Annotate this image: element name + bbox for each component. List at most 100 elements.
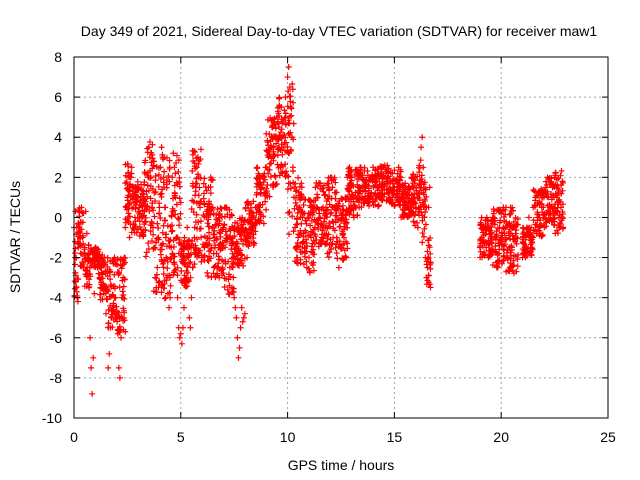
data-point: [140, 232, 147, 239]
data-point: [174, 272, 181, 279]
data-point: [276, 132, 283, 139]
data-point: [130, 204, 137, 211]
data-point: [263, 147, 270, 154]
data-point: [150, 207, 157, 214]
data-point: [193, 164, 200, 171]
data-point: [260, 220, 267, 227]
data-point: [135, 226, 142, 233]
data-point: [286, 231, 293, 238]
data-point: [500, 246, 507, 253]
data-point: [205, 184, 212, 191]
data-point: [171, 189, 178, 196]
data-point: [155, 225, 162, 232]
data-point: [419, 134, 426, 141]
data-point: [192, 184, 199, 191]
data-point: [159, 229, 166, 236]
data-point: [507, 252, 514, 259]
data-point: [544, 193, 551, 200]
data-point: [82, 208, 89, 215]
data-point: [208, 207, 215, 214]
data-point: [294, 209, 301, 216]
data-point: [373, 177, 380, 184]
data-point: [150, 162, 157, 169]
data-point: [194, 171, 201, 178]
data-point: [164, 290, 171, 297]
data-point: [506, 211, 513, 218]
data-point: [287, 185, 294, 192]
data-point: [147, 174, 154, 181]
data-point: [425, 204, 432, 211]
data-point: [171, 259, 178, 266]
data-point: [187, 259, 194, 266]
data-point: [261, 174, 268, 181]
data-point: [387, 178, 394, 185]
data-point: [221, 221, 228, 228]
plot-frame: [73, 56, 609, 419]
x-tick-label: 10: [280, 429, 296, 445]
data-point: [334, 216, 341, 223]
data-point: [292, 245, 299, 252]
data-point: [340, 231, 347, 238]
data-point: [514, 235, 521, 242]
data-point: [139, 190, 146, 197]
data-point: [152, 274, 159, 281]
data-point: [268, 160, 275, 167]
data-point: [500, 213, 507, 220]
data-point: [370, 164, 377, 171]
data-point: [189, 167, 196, 174]
data-point: [258, 184, 265, 191]
data-point: [148, 218, 155, 225]
data-point: [146, 138, 153, 145]
data-point: [308, 217, 315, 224]
data-point: [285, 173, 292, 180]
data-point: [335, 264, 342, 271]
data-point: [256, 173, 263, 180]
data-point: [533, 230, 540, 237]
data-point: [200, 212, 207, 219]
data-point: [207, 174, 214, 181]
data-point: [410, 184, 417, 191]
data-point: [174, 152, 181, 159]
data-point: [95, 246, 102, 253]
data-point: [98, 284, 105, 291]
data-point: [426, 184, 433, 191]
data-point: [264, 137, 271, 144]
data-point: [109, 257, 116, 264]
data-point: [210, 231, 217, 238]
data-point: [286, 113, 293, 120]
data-point: [269, 124, 276, 131]
data-point: [558, 181, 565, 188]
data-point: [79, 234, 86, 241]
data-point: [534, 214, 541, 221]
data-point: [230, 288, 237, 295]
data-point: [298, 230, 305, 237]
data-point: [233, 249, 240, 256]
data-point: [258, 213, 265, 220]
data-point: [198, 258, 205, 265]
data-point: [76, 224, 83, 231]
data-point: [206, 253, 213, 260]
data-point: [282, 134, 289, 141]
data-point: [288, 134, 295, 141]
data-point: [555, 175, 562, 182]
data-point: [181, 282, 188, 289]
data-point: [233, 238, 240, 245]
data-point: [250, 198, 257, 205]
data-point: [491, 234, 498, 241]
data-point: [558, 167, 565, 174]
data-point: [239, 214, 246, 221]
data-point: [502, 224, 509, 231]
data-point: [545, 194, 552, 201]
data-point: [256, 204, 263, 211]
data-point: [145, 144, 152, 151]
data-point: [165, 173, 172, 180]
data-point: [329, 218, 336, 225]
data-point: [141, 181, 148, 188]
data-point: [191, 160, 198, 167]
data-point: [422, 186, 429, 193]
data-point: [263, 206, 270, 213]
data-point: [116, 284, 123, 291]
data-point: [178, 268, 185, 275]
data-point: [536, 232, 543, 239]
data-point: [173, 201, 180, 208]
